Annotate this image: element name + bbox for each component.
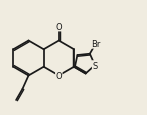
Text: O: O	[56, 71, 62, 80]
Text: O: O	[56, 23, 62, 32]
Text: S: S	[92, 61, 98, 70]
Text: Br: Br	[91, 40, 100, 49]
